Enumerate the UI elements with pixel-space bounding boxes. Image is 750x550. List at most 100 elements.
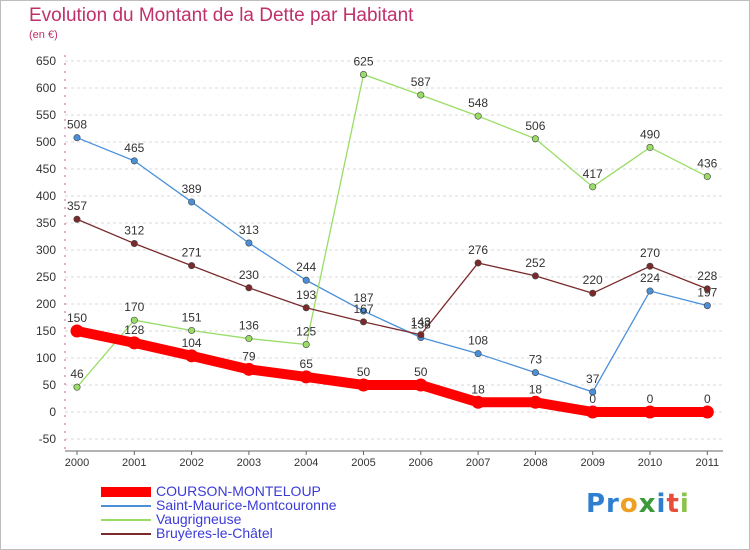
data-label: 136 bbox=[239, 319, 259, 333]
data-point bbox=[73, 383, 81, 391]
legend-swatch bbox=[101, 519, 151, 521]
data-label: 548 bbox=[468, 96, 488, 110]
data-point bbox=[359, 318, 367, 326]
data-point bbox=[357, 378, 370, 392]
data-point bbox=[703, 173, 711, 181]
data-label: 230 bbox=[239, 268, 259, 282]
data-label: 0 bbox=[704, 392, 711, 406]
data-label: 18 bbox=[471, 382, 485, 396]
data-label: 224 bbox=[640, 271, 660, 285]
chart-title: Evolution du Montant de la Dette par Hab… bbox=[29, 5, 414, 26]
logo-letter: i bbox=[656, 489, 667, 519]
data-point bbox=[359, 71, 367, 79]
data-label: 125 bbox=[296, 325, 316, 339]
data-label: 417 bbox=[583, 167, 603, 181]
data-point bbox=[417, 91, 425, 99]
data-point bbox=[589, 289, 597, 297]
data-label: 143 bbox=[411, 315, 431, 329]
data-label: 389 bbox=[182, 182, 202, 196]
data-point bbox=[245, 335, 253, 343]
data-point bbox=[245, 284, 253, 292]
logo-letter: t bbox=[666, 489, 680, 519]
data-point bbox=[70, 324, 84, 338]
y-tick-label: 250 bbox=[36, 270, 56, 284]
data-label: 167 bbox=[353, 302, 373, 316]
data-label: 50 bbox=[357, 365, 371, 379]
y-tick-label: 600 bbox=[36, 81, 56, 95]
data-label: 138 bbox=[411, 317, 431, 331]
data-point bbox=[188, 198, 196, 206]
data-label: 193 bbox=[296, 288, 316, 302]
series-line bbox=[76, 73, 708, 388]
logo-letter: Pr bbox=[586, 489, 620, 519]
data-label: 508 bbox=[67, 118, 87, 132]
data-label: 50 bbox=[414, 365, 428, 379]
data-point bbox=[528, 395, 542, 409]
data-point bbox=[302, 340, 310, 348]
data-label: 271 bbox=[182, 246, 202, 260]
logo-letter: i bbox=[679, 489, 690, 519]
proxiti-logo: Proxiti bbox=[586, 489, 690, 519]
data-point bbox=[474, 350, 482, 358]
data-point bbox=[302, 304, 310, 312]
data-label: 436 bbox=[697, 157, 717, 171]
data-label: 490 bbox=[640, 127, 660, 141]
y-tick-label: 550 bbox=[36, 108, 56, 122]
data-point bbox=[130, 316, 138, 324]
x-tick-label: 2001 bbox=[122, 457, 146, 469]
data-point bbox=[185, 349, 199, 363]
y-tick-label: 150 bbox=[36, 324, 56, 338]
x-tick-label: 2010 bbox=[638, 457, 662, 469]
data-point bbox=[589, 183, 597, 191]
x-tick-label: 2000 bbox=[65, 457, 89, 469]
data-label: 128 bbox=[124, 323, 144, 337]
x-tick-label: 2011 bbox=[695, 457, 719, 469]
data-label: 0 bbox=[589, 392, 596, 406]
legend-swatch bbox=[101, 533, 151, 535]
data-point bbox=[245, 239, 253, 247]
data-point bbox=[302, 276, 310, 284]
data-label: 252 bbox=[525, 256, 545, 270]
data-label: 357 bbox=[67, 199, 87, 213]
data-point bbox=[586, 405, 600, 419]
data-label: 73 bbox=[529, 353, 543, 367]
y-tick-label: 300 bbox=[36, 243, 56, 257]
y-tick-label: 100 bbox=[36, 351, 56, 365]
data-point bbox=[589, 388, 597, 396]
data-point bbox=[703, 285, 711, 293]
data-label: 220 bbox=[583, 273, 603, 287]
data-point bbox=[414, 378, 428, 392]
data-point bbox=[531, 369, 539, 377]
data-label: 228 bbox=[697, 269, 717, 283]
y-tick-label: 0 bbox=[49, 405, 56, 419]
data-point bbox=[73, 215, 81, 223]
legend-label: Saint-Maurice-Montcouronne bbox=[156, 497, 337, 513]
y-tick-label: 350 bbox=[36, 216, 56, 230]
legend-label: COURSON-MONTELOUP bbox=[156, 483, 321, 499]
data-point bbox=[417, 331, 425, 339]
series-line bbox=[72, 326, 713, 417]
data-point bbox=[130, 157, 138, 165]
data-label: 187 bbox=[353, 291, 373, 305]
series-line bbox=[76, 218, 708, 336]
data-point bbox=[73, 134, 81, 142]
data-point bbox=[474, 259, 482, 267]
y-tick-label: 450 bbox=[36, 162, 56, 176]
data-point bbox=[646, 262, 654, 270]
x-tick-label: 2006 bbox=[409, 457, 433, 469]
data-point bbox=[299, 370, 313, 384]
data-point bbox=[127, 336, 141, 350]
data-label: 506 bbox=[525, 119, 545, 133]
legend-label: Bruyères-le-Châtel bbox=[156, 525, 273, 541]
data-label: 465 bbox=[124, 141, 144, 155]
data-label: 37 bbox=[586, 372, 600, 386]
x-tick-label: 2003 bbox=[237, 457, 261, 469]
data-point bbox=[359, 307, 367, 315]
data-point bbox=[242, 362, 256, 376]
data-label: 312 bbox=[124, 224, 144, 238]
data-point bbox=[471, 395, 485, 409]
data-point bbox=[643, 405, 657, 419]
x-tick-label: 2008 bbox=[523, 457, 547, 469]
